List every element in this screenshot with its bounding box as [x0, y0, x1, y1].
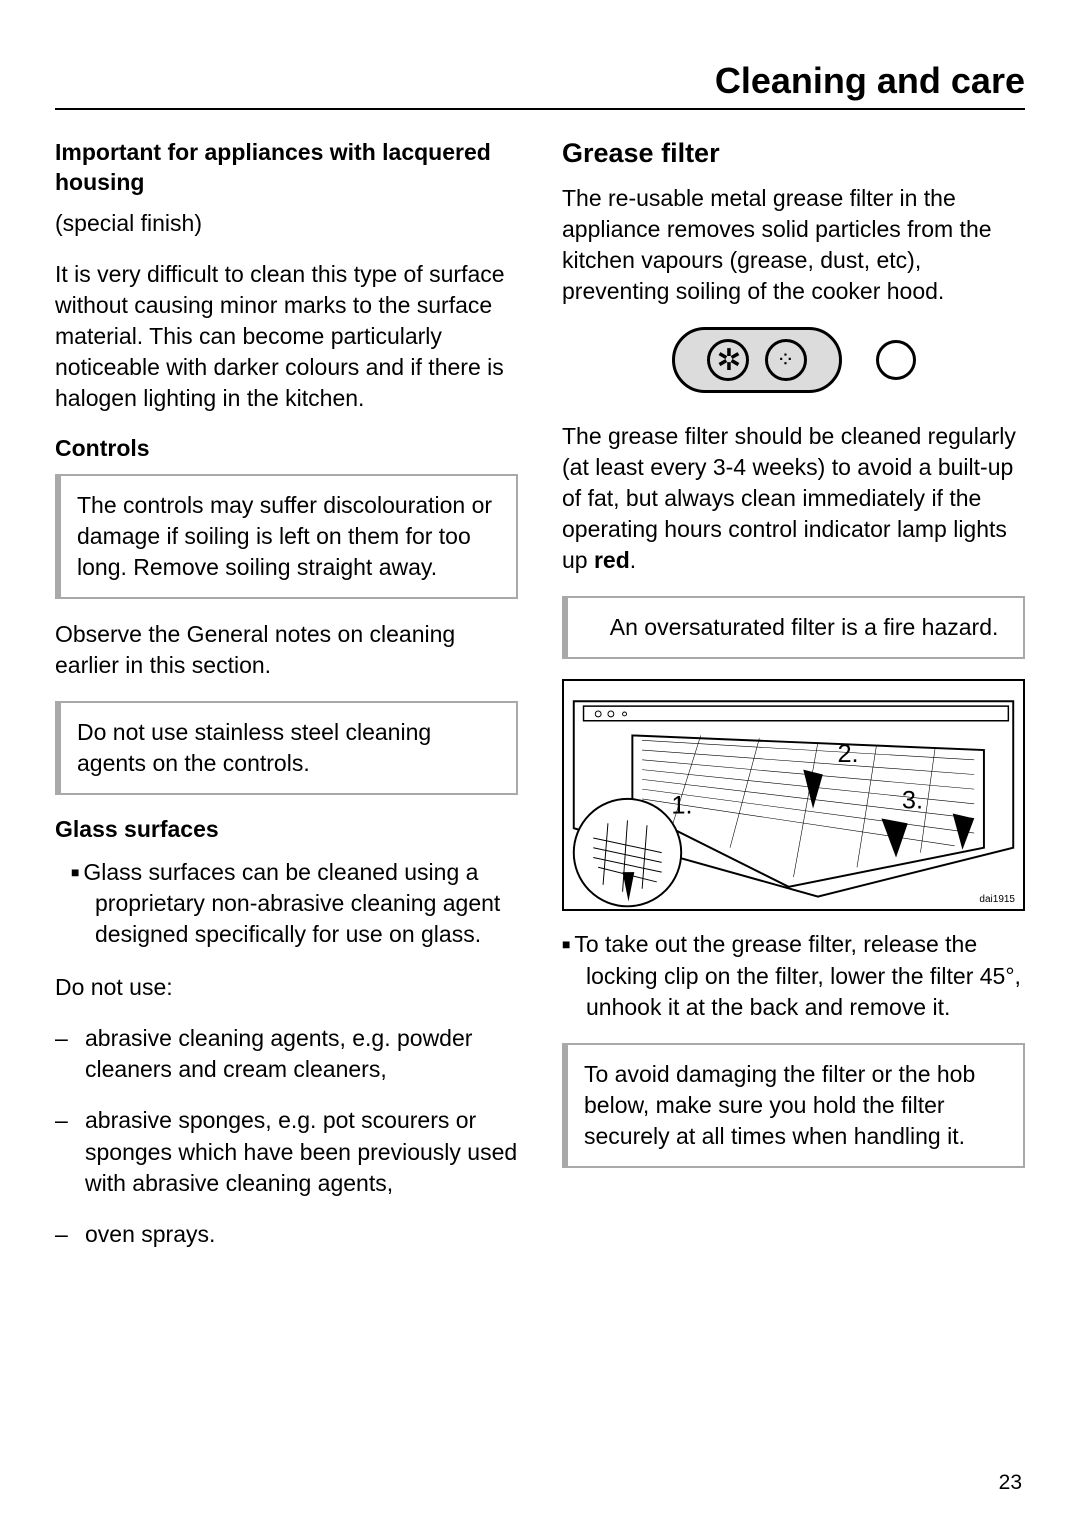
- callout-text: Do not use stainless steel cleaning agen…: [77, 717, 500, 779]
- diagram-svg: 1. 2. 3.: [564, 681, 1023, 909]
- list-item: oven sprays.: [55, 1219, 518, 1250]
- dots-icon: ⁘: [765, 339, 807, 381]
- indicator-figure: ✲ ⁘: [562, 327, 1025, 393]
- callout-hold-secure: To avoid damaging the filter or the hob …: [562, 1043, 1025, 1168]
- callout-text: ⚠ An oversaturated filter is a fire haza…: [584, 612, 1007, 643]
- heading-controls: Controls: [55, 434, 518, 464]
- para-clean-regularly: The grease filter should be cleaned regu…: [562, 421, 1025, 576]
- indicator-pill: ✲ ⁘: [672, 327, 842, 393]
- text: .: [630, 547, 636, 573]
- do-not-use-label: Do not use:: [55, 972, 518, 1003]
- diagram-reference: dai1915: [979, 894, 1015, 905]
- para-observe-general: Observe the General notes on cleaning ea…: [55, 619, 518, 681]
- special-finish: (special finish): [55, 208, 518, 239]
- callout-controls-discolour: The controls may suffer discolouration o…: [55, 474, 518, 599]
- filter-removal-diagram: 1. 2. 3. dai1915: [562, 679, 1025, 911]
- heading-grease-filter: Grease filter: [562, 138, 1025, 169]
- heading-glass: Glass surfaces: [55, 815, 518, 845]
- content-columns: Important for appliances with lacquered …: [55, 138, 1025, 1270]
- para-lacquered: It is very difficult to clean this type …: [55, 259, 518, 414]
- red-word: red: [594, 547, 630, 573]
- do-not-use-list: abrasive cleaning agents, e.g. powder cl…: [55, 1023, 518, 1249]
- step-remove-filter: To take out the grease filter, release t…: [562, 929, 1025, 1022]
- right-column: Grease filter The re-usable metal grease…: [562, 138, 1025, 1270]
- callout-text: To avoid damaging the filter or the hob …: [584, 1059, 1007, 1152]
- left-column: Important for appliances with lacquered …: [55, 138, 518, 1270]
- list-item: abrasive cleaning agents, e.g. powder cl…: [55, 1023, 518, 1085]
- callout-glass-clean: Glass surfaces can be cleaned using a pr…: [55, 855, 518, 952]
- page-number: 23: [999, 1471, 1022, 1495]
- diagram-num-1: 1.: [671, 792, 692, 820]
- page-title: Cleaning and care: [55, 60, 1025, 110]
- diagram-num-2: 2.: [837, 740, 858, 768]
- indicator-ring-icon: [876, 340, 916, 380]
- callout-text: The controls may suffer discolouration o…: [77, 490, 500, 583]
- step-glass: Glass surfaces can be cleaned using a pr…: [71, 857, 518, 950]
- diagram-num-3: 3.: [902, 787, 923, 815]
- callout-no-stainless: Do not use stainless steel cleaning agen…: [55, 701, 518, 795]
- mesh-icon: ✲: [707, 339, 749, 381]
- para-grease-intro: The re-usable metal grease filter in the…: [562, 183, 1025, 307]
- heading-lacquered: Important for appliances with lacquered …: [55, 138, 518, 198]
- text: An oversaturated filter is a fire hazard…: [610, 614, 999, 640]
- callout-fire-hazard: ⚠ An oversaturated filter is a fire haza…: [562, 596, 1025, 659]
- list-item: abrasive sponges, e.g. pot scourers or s…: [55, 1105, 518, 1198]
